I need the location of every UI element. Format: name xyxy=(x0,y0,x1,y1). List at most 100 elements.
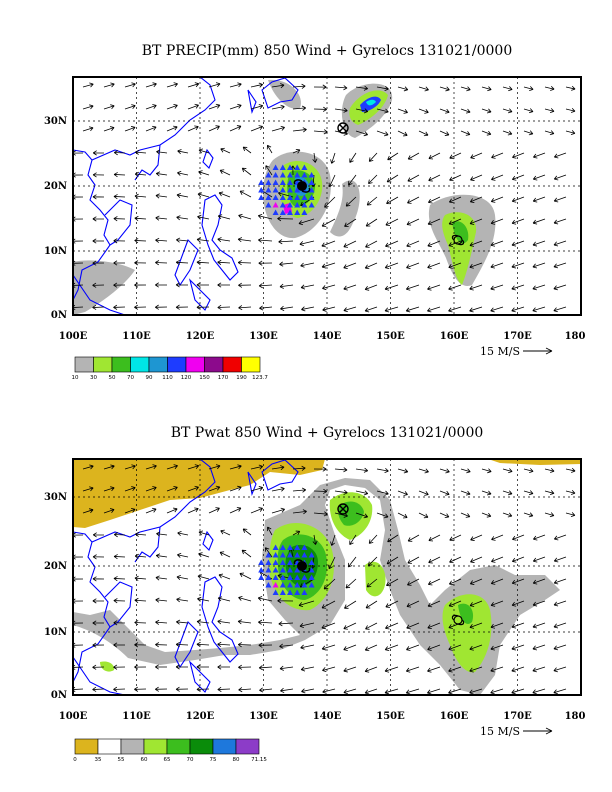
wind-arrow xyxy=(299,622,315,628)
precip-title: BT PRECIP(mm) 850 Wind + Gyrelocs 131021… xyxy=(142,43,513,59)
gridpoint-triangle xyxy=(287,544,293,550)
colorbar-swatch xyxy=(235,738,260,755)
wind-arrow xyxy=(237,619,252,625)
x-tick-label: 160E xyxy=(440,711,469,722)
wind-arrow xyxy=(217,304,231,310)
wind-arrow xyxy=(187,485,199,492)
wind-arrow xyxy=(134,171,147,177)
wind-arrow xyxy=(490,306,504,313)
colorbar-swatch xyxy=(111,356,131,373)
wind-arrow xyxy=(166,485,178,492)
vector-reference: 15 M/S xyxy=(480,345,553,358)
wind-arrow xyxy=(365,622,378,630)
wind-arrow xyxy=(511,688,525,695)
wind-arrow xyxy=(176,237,189,243)
wind-arrow xyxy=(134,553,147,559)
wind-arrow xyxy=(384,644,399,651)
wind-arrow xyxy=(103,486,115,492)
gridpoint-triangle xyxy=(294,574,301,580)
gridpoint-triangle xyxy=(301,202,308,208)
wind-arrow xyxy=(220,529,231,536)
colorbar-label: 80 xyxy=(233,757,240,763)
wind-arrow xyxy=(511,556,525,563)
y-tick-label: 30N xyxy=(44,492,67,503)
wind-arrow xyxy=(449,556,462,564)
wind-arrow xyxy=(334,107,348,113)
gridpoint-triangle xyxy=(294,202,301,208)
gridpoint-triangle xyxy=(294,589,301,595)
storm-symbol xyxy=(451,614,465,626)
wind-arrow xyxy=(376,85,389,91)
wind-arrow xyxy=(397,130,408,137)
wind-arrow xyxy=(533,152,546,159)
wind-arrow xyxy=(258,283,273,289)
wind-arrow xyxy=(553,152,567,159)
wind-arrow xyxy=(300,284,315,290)
precip-shade-gray xyxy=(268,79,301,109)
wind-arrow xyxy=(448,306,462,313)
wind-arrow xyxy=(481,490,492,496)
gridpoint-triangle xyxy=(287,589,293,595)
wind-arrow xyxy=(553,644,567,651)
wind-arrow xyxy=(460,512,471,518)
wind-arrow xyxy=(300,644,315,650)
wind-arrow xyxy=(187,82,200,88)
wind-arrow xyxy=(481,468,492,474)
colorbar-label: 65 xyxy=(164,757,171,763)
gridpoint-triangle xyxy=(308,567,315,573)
wind-arrow xyxy=(277,598,294,604)
gridpoint-triangle xyxy=(287,164,293,170)
wind-arrow xyxy=(250,464,264,470)
wind-arrow xyxy=(258,260,273,266)
wind-arrow xyxy=(258,237,273,243)
gridpoint-triangle xyxy=(279,179,286,185)
pwat-shade-gold xyxy=(73,459,325,528)
storm-symbol xyxy=(451,234,465,246)
wind-arrow xyxy=(448,196,462,204)
wind-arrow xyxy=(387,152,399,161)
wind-arrow xyxy=(208,485,221,492)
gridpoint-triangle xyxy=(265,574,272,580)
gridpoint-triangle xyxy=(265,559,272,565)
colorbar-swatch xyxy=(204,356,224,373)
precip-colorbar: 10 30 50 70 90 110 120 150 170 190 123.7 xyxy=(72,356,268,381)
colorbar-label: 170 xyxy=(218,375,229,381)
wind-arrow xyxy=(428,174,441,182)
wind-arrow xyxy=(92,642,105,648)
wind-vectors xyxy=(73,82,576,313)
wind-arrow xyxy=(82,508,94,514)
wind-arrow xyxy=(406,240,420,248)
pwat-map xyxy=(73,459,581,695)
wind-arrow xyxy=(511,306,525,313)
wind-arrow xyxy=(490,600,504,607)
wind-arrow xyxy=(279,643,294,649)
wind-arrow xyxy=(544,130,555,136)
wind-arrow xyxy=(313,466,327,472)
gridpoint-triangle xyxy=(279,172,286,178)
wind-arrow xyxy=(155,237,168,243)
wind-arrow xyxy=(155,193,168,199)
wind-arrow xyxy=(313,488,328,494)
gridpoint-triangle xyxy=(272,194,279,200)
wind-arrow xyxy=(565,467,576,473)
wind-arrow xyxy=(229,82,242,88)
wind-arrow xyxy=(427,284,441,291)
precip-shade-cyan xyxy=(366,99,376,106)
gridpoint-triangle xyxy=(279,574,286,580)
wind-arrow xyxy=(523,468,534,474)
pwat-colorbar: 0 35 55 60 65 70 75 80 71.15 xyxy=(73,738,267,763)
wind-arrow xyxy=(238,305,252,311)
wind-arrow xyxy=(155,553,168,559)
pwat-shade-lime xyxy=(442,594,492,673)
wind-arrow xyxy=(166,82,178,88)
wind-arrow xyxy=(187,507,199,514)
wind-arrow xyxy=(250,104,264,110)
gridpoint-markers xyxy=(258,544,315,595)
wind-arrow xyxy=(196,619,210,625)
wind-arrow xyxy=(553,306,567,313)
wind-arrow xyxy=(427,688,441,695)
colorbar-swatch xyxy=(120,738,145,755)
wind-arrow xyxy=(156,531,168,537)
wind-arrow xyxy=(237,237,252,243)
wind-arrow xyxy=(469,600,483,607)
